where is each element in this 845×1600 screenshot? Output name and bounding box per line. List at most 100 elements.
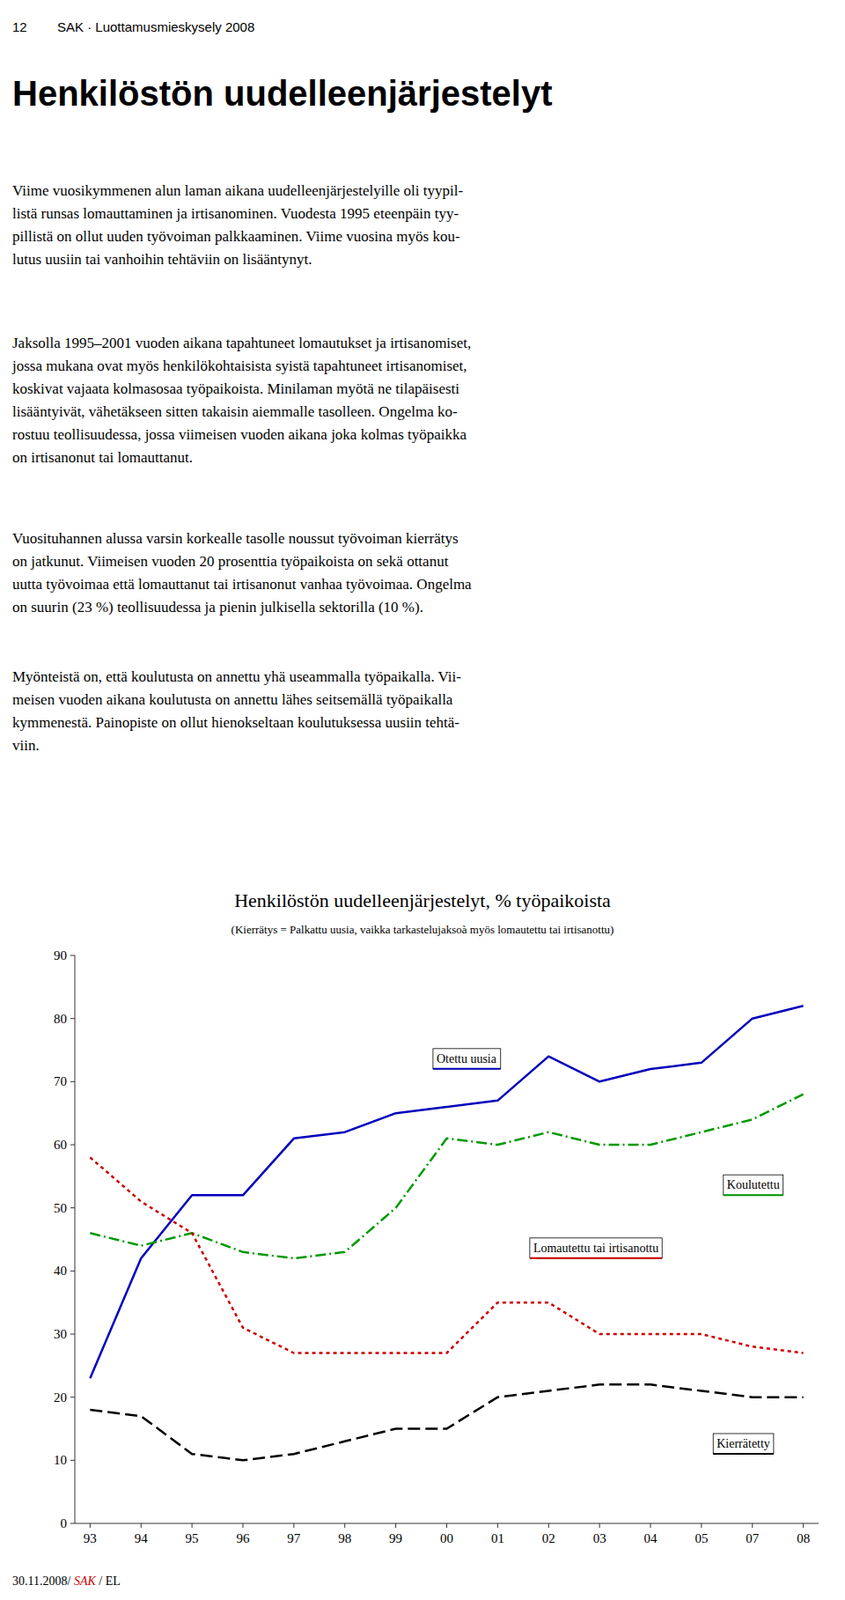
y-axis-line [74, 955, 76, 1523]
axes: 0 10 20 30 40 50 60 70 80 90 93 94 95 96 97 98 99 00 01 02 0… [53, 947, 819, 1545]
x-tick [446, 1522, 448, 1528]
x-tick [293, 1522, 294, 1528]
footer-part: SAK [73, 1573, 97, 1588]
footer: 30.11.2008/ SAK / EL [12, 1573, 121, 1588]
x-tick [548, 1522, 550, 1528]
x-tick [191, 1522, 193, 1528]
y-tick [70, 955, 75, 956]
paragraph: Vuosituhannen alussa varsin korkealle ta… [12, 529, 472, 616]
y-tick-label: 30 [53, 1326, 67, 1341]
series-label-box [723, 1174, 784, 1195]
y-tick [70, 1080, 75, 1082]
paragraph-line: kymmenestä. Painopiste on ollut hienokse… [12, 713, 460, 731]
paragraph-line: Jaksolla 1995–2001 vuoden aikana tapahtu… [12, 334, 471, 352]
y-tick-label: 10 [53, 1452, 67, 1467]
series-label-swatch [529, 1256, 662, 1259]
paragraph-line: Vuosituhannen alussa varsin korkealle ta… [12, 529, 459, 547]
series-label-box [712, 1432, 774, 1454]
x-tick-label: 01 [491, 1530, 505, 1545]
x-tick-label: 05 [694, 1530, 708, 1545]
series-label-text: Kierrätetty [716, 1436, 771, 1450]
series-label-swatch [433, 1067, 501, 1070]
x-tick-label: 97 [286, 1530, 302, 1545]
page-title: Henkilöstön uudelleenjärjestelyt [12, 73, 553, 113]
background [0, 0, 845, 1600]
y-tick [70, 1459, 75, 1461]
y-tick [70, 1333, 75, 1335]
paragraph-line: viin. [12, 736, 40, 754]
y-tick [70, 1396, 75, 1397]
x-tick [140, 1522, 142, 1528]
x-tick-label: 98 [338, 1530, 352, 1545]
paragraph-line: rostuu teollisuudessa, jossa viimeisen v… [12, 426, 467, 443]
x-tick [599, 1522, 601, 1528]
y-tick-label: 0 [60, 1515, 68, 1530]
x-tick-label: 93 [83, 1530, 97, 1545]
x-tick [751, 1522, 753, 1528]
series-label: Koulutettu [723, 1174, 784, 1195]
header-number: 12 [12, 19, 28, 35]
paragraph-line: lisääntyivät, vähetäkseen sitten takaisi… [12, 403, 458, 420]
series-label: Otettu uusia [433, 1048, 501, 1069]
page: 12SAK · Luottamusmieskysely 2008Henkilös… [0, 0, 845, 1600]
paragraph-line: on jatkunut. Viimeisen vuoden 20 prosent… [12, 552, 449, 570]
y-tick-label: 50 [53, 1200, 67, 1215]
series-label-box [529, 1237, 662, 1258]
paragraph-line: meisen vuoden aikana koulutusta on annet… [12, 690, 454, 708]
y-tick-label: 70 [53, 1073, 67, 1088]
paragraph-line: Viime vuosikymmenen alun laman aikana uu… [12, 182, 463, 199]
x-tick-label: 04 [644, 1530, 659, 1545]
footer-part: 30.11.2008/ [12, 1573, 74, 1588]
x-tick-label: 02 [542, 1530, 556, 1545]
y-tick-label: 90 [53, 947, 67, 963]
paragraph: Myönteistä on, että koulutusta on annett… [12, 668, 462, 754]
x-tick [650, 1522, 652, 1528]
y-tick-label: 40 [53, 1263, 67, 1278]
y-tick [70, 1017, 75, 1019]
y-tick-label: 20 [53, 1389, 67, 1404]
series-label: Lomautettu tai irtisanottu [529, 1237, 662, 1258]
paragraph: Viime vuosikymmenen alun laman aikana uu… [12, 182, 463, 268]
y-tick [70, 1144, 75, 1146]
paragraph-line: on suurin (23 %) teollisuudessa ja pieni… [12, 598, 424, 616]
x-tick-label: 00 [440, 1530, 454, 1545]
x-tick-label: 96 [235, 1530, 250, 1545]
series-label-swatch [712, 1452, 774, 1455]
series-line [89, 1005, 803, 1378]
series-label-swatch [723, 1193, 784, 1196]
paragraph-line: on irtisanonut tai lomauttanut. [12, 448, 193, 466]
series-line [89, 1094, 803, 1258]
y-tick-label: 80 [53, 1011, 67, 1026]
paragraph-line: Myönteistä on, että koulutusta on annett… [12, 668, 462, 685]
series-label-text: Koulutettu [727, 1177, 780, 1191]
series-label-text: Lomautettu tai irtisanottu [533, 1241, 659, 1255]
series-labels: Otettu uusia Koulutettu Lomautettu tai irt… [433, 1048, 784, 1454]
y-tick [70, 1270, 75, 1272]
y-tick [70, 1522, 75, 1524]
series-label: Kierrätetty [712, 1432, 774, 1454]
footer-part: / EL [95, 1573, 121, 1588]
x-tick [700, 1522, 702, 1528]
x-tick-label: 95 [185, 1530, 199, 1545]
paragraph-line: listä runsas lomauttaminen ja irtisanomi… [12, 205, 459, 222]
chart-subtitle: (Kierrätys = Palkattu uusia, vaikka tark… [231, 922, 615, 936]
x-tick [89, 1522, 91, 1528]
paragraph: Jaksolla 1995–2001 vuoden aikana tapahtu… [11, 334, 471, 466]
series-label-text: Otettu uusia [436, 1051, 498, 1066]
series-line [89, 1383, 803, 1460]
x-tick-label: 07 [745, 1530, 760, 1545]
y-tick-label: 60 [53, 1137, 67, 1152]
y-tick [70, 1206, 75, 1208]
x-tick-label: 94 [134, 1530, 149, 1545]
paragraph-line: jossa mukana ovat myös henkilökohtaisist… [11, 357, 468, 375]
x-tick [802, 1522, 804, 1528]
x-tick [344, 1522, 346, 1528]
chart-title: Henkilöstön uudelleenjärjestelyt, % työp… [234, 889, 611, 912]
x-tick [395, 1522, 397, 1528]
x-tick-label: 03 [593, 1530, 607, 1545]
paragraph-line: uutta työvoimaa että lomauttanut tai irt… [12, 575, 472, 593]
series-line [89, 1156, 803, 1352]
paragraph-line: koskivat vajaata kolmasosaa työpaikoista… [12, 380, 460, 397]
plot-lines [89, 1005, 803, 1460]
x-tick-label: 99 [389, 1530, 403, 1545]
